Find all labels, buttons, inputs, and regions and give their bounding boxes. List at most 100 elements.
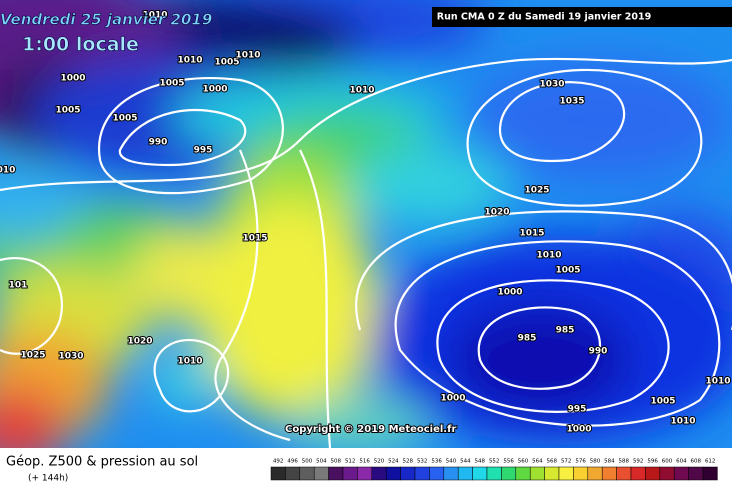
copyright: Copyright © 2019 Meteociel.fr — [285, 424, 456, 435]
scale-swatch — [573, 466, 589, 481]
isobar-label: 1015 — [519, 229, 544, 239]
scale-swatch — [659, 466, 675, 481]
isobar-label: 1010 — [142, 11, 167, 21]
isobar-label: 1000 — [440, 394, 465, 404]
isobar-label: 1025 — [524, 186, 549, 196]
isobar-labels: 1010 1010 1005 1010 1000 1005 1000 1005 1005 990 9… — [0, 10, 732, 436]
isobar-label: 101 — [9, 281, 28, 291]
scale-label: 600 — [662, 459, 673, 465]
scale-label: 612 — [705, 459, 716, 465]
isobar-lines — [0, 57, 732, 448]
isobar-label: 985 — [556, 326, 575, 336]
isobar-label: 1035 — [559, 97, 584, 107]
scale-swatch — [342, 466, 358, 481]
scale-label: 516 — [359, 459, 370, 465]
field-blob — [350, 145, 510, 225]
scale-label: 572 — [561, 459, 572, 465]
isobar-label: 1015 — [242, 234, 267, 244]
isobar-label: 1010 — [177, 357, 202, 367]
scale-label: 588 — [619, 459, 630, 465]
scale-label: 532 — [417, 459, 428, 465]
isobar-label: 1005 — [112, 114, 137, 124]
scale-swatch — [601, 466, 617, 481]
scale-label: 552 — [489, 459, 500, 465]
scale-label: 580 — [590, 459, 601, 465]
isobar-label: 1000 — [497, 288, 522, 298]
scale-label: 504 — [316, 459, 327, 465]
isobar-label: 1020 — [127, 337, 152, 347]
scale-label: 568 — [547, 459, 558, 465]
scale-swatch — [673, 466, 689, 481]
scale-label: 492 — [273, 459, 284, 465]
isobar-label: 1005 — [159, 79, 184, 89]
isobar-label: 1005 — [214, 58, 239, 68]
isobar-label: 995 — [568, 405, 587, 415]
scale-swatch — [328, 466, 344, 481]
scale-label: 524 — [388, 459, 399, 465]
scale-swatch — [544, 466, 560, 481]
scale-swatch — [385, 466, 401, 481]
isobar-label: 1005 — [55, 106, 80, 116]
isobar-label: 1010 — [670, 417, 695, 427]
scale-swatch — [299, 466, 315, 481]
scale-swatch — [616, 466, 632, 481]
scale-swatch — [558, 466, 574, 481]
scale-swatch — [443, 466, 459, 481]
isobar-label: 995 — [194, 146, 213, 156]
scale-label: 556 — [503, 459, 514, 465]
isobar-label: 1000 — [566, 425, 591, 435]
isobar-label: 990 — [589, 347, 608, 357]
scale-swatch — [702, 466, 718, 481]
geopotential-field — [0, 0, 732, 448]
scale-swatch — [630, 466, 646, 481]
isobar-label: 1030 — [58, 352, 83, 362]
scale-swatch — [429, 466, 445, 481]
field-blob — [450, 305, 630, 415]
field-blob — [470, 60, 730, 180]
scale-label: 540 — [446, 459, 457, 465]
forecast-time: 1:00 locale — [22, 34, 139, 56]
field-blob — [200, 200, 380, 420]
isobar-label: 1030 — [539, 80, 564, 90]
scale-label: 520 — [374, 459, 385, 465]
scale-swatch — [501, 466, 517, 481]
scale-label: 512 — [345, 459, 356, 465]
scale-label: 576 — [575, 459, 586, 465]
scale-swatch — [357, 466, 373, 481]
scale-label: 548 — [475, 459, 486, 465]
map-area: 1010 1010 1005 1010 1000 1005 1000 1005 1005 990 9… — [0, 0, 732, 448]
scale-label: 596 — [647, 459, 658, 465]
scale-label: 544 — [460, 459, 471, 465]
scale-label: 604 — [676, 459, 687, 465]
scale-label: 608 — [691, 459, 702, 465]
field-blob — [150, 352, 220, 408]
field-blob — [0, 160, 80, 240]
isobar-label: 010 — [0, 166, 15, 176]
isobar-label: 990 — [149, 138, 168, 148]
scale-label: 564 — [532, 459, 543, 465]
field-blob — [0, 390, 65, 448]
scale-swatch — [400, 466, 416, 481]
scale-swatch — [529, 466, 545, 481]
color-scale: 492 496 500 504 508 512 516 520 524 528 532 536 540 5… — [270, 459, 718, 481]
scale-swatch — [645, 466, 661, 481]
isobar-label: 1000 — [202, 85, 227, 95]
scale-label: 584 — [604, 459, 615, 465]
scale-swatch — [270, 466, 286, 481]
scale-label: 500 — [302, 459, 313, 465]
isobar-label: 1005 — [555, 266, 580, 276]
scale-swatch — [515, 466, 531, 481]
scale-swatch — [472, 466, 488, 481]
scale-swatch — [414, 466, 430, 481]
isobar-label: 985 — [518, 334, 537, 344]
scale-label: 592 — [633, 459, 644, 465]
scale-swatch — [486, 466, 502, 481]
isobar-label: 1010 — [349, 86, 374, 96]
isobar-label: 1020 — [484, 208, 509, 218]
isobar-label: 1025 — [20, 351, 45, 361]
run-box — [432, 7, 732, 27]
scale-swatch — [313, 466, 329, 481]
scale-swatch — [371, 466, 387, 481]
scale-swatch — [587, 466, 603, 481]
